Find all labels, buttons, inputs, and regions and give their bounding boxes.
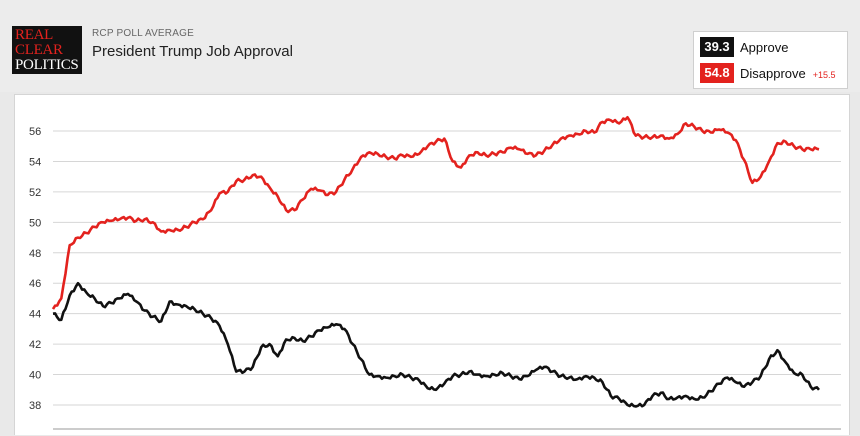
- y-tick-label: 50: [29, 217, 41, 229]
- y-tick-label: 44: [29, 309, 41, 321]
- approve-label: Approve: [740, 39, 789, 55]
- y-tick-label: 42: [29, 339, 41, 351]
- logo-line-2: CLEAR: [15, 42, 63, 58]
- logo-line-3: POLITICS: [15, 57, 79, 73]
- approve-value-badge: 39.3: [700, 37, 734, 57]
- series-line-approve[interactable]: [52, 281, 820, 408]
- chart-title: President Trump Job Approval: [92, 43, 293, 60]
- y-tick-label: 48: [29, 248, 41, 260]
- line-chart: 38 40 42 44 46 48 50 52 54 56: [29, 116, 841, 430]
- y-tick-label: 46: [29, 278, 41, 290]
- header: REAL CLEAR POLITICS RCP POLL AVERAGE Pre…: [0, 0, 860, 92]
- legend: 39.3 Approve 54.8 Disapprove +15.5: [693, 31, 848, 89]
- rcp-logo[interactable]: REAL CLEAR POLITICS: [12, 26, 82, 74]
- legend-disapprove: 54.8 Disapprove +15.5: [700, 63, 836, 83]
- chart-subtitle: RCP POLL AVERAGE: [92, 28, 194, 39]
- legend-approve: 39.3 Approve: [700, 37, 788, 57]
- chart-area: 38 40 42 44 46 48 50 52 54 56: [14, 94, 850, 435]
- disapprove-value-badge: 54.8: [700, 63, 734, 83]
- disapprove-label: Disapprove: [740, 65, 806, 81]
- y-tick-label: 54: [29, 156, 41, 168]
- spread-value: +15.5: [812, 69, 836, 80]
- y-tick-label: 40: [29, 370, 41, 382]
- logo-line-1: REAL: [15, 27, 53, 43]
- series-line-disapprove[interactable]: [51, 116, 820, 310]
- y-tick-label: 52: [29, 187, 41, 199]
- y-tick-label: 56: [29, 126, 41, 138]
- y-tick-label: 38: [29, 400, 41, 412]
